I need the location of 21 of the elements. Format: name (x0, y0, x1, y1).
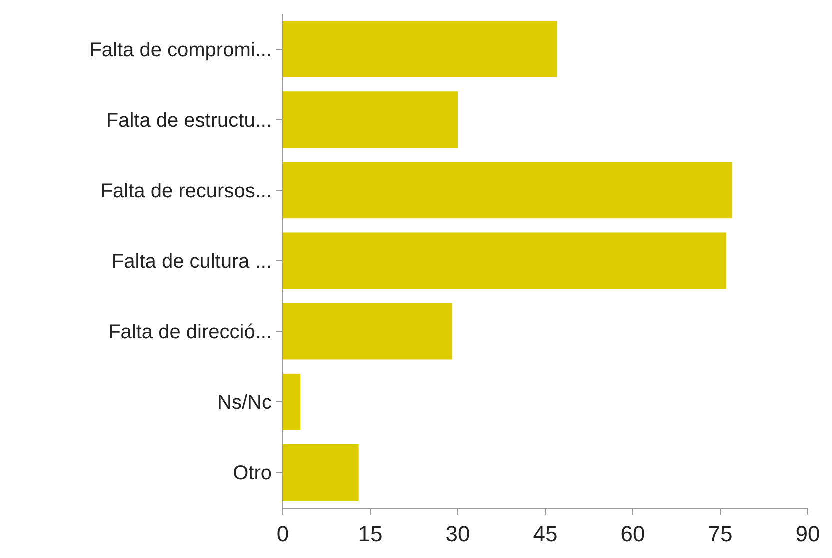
bar (283, 21, 558, 78)
y-tick-label: Falta de direcció... (108, 322, 272, 344)
x-tick-label: 60 (620, 521, 646, 546)
y-tick-label: Otro (233, 462, 272, 485)
y-tick-label: Falta de estructu... (106, 110, 272, 132)
x-tick-label: 45 (533, 521, 558, 546)
y-tick-label: Falta de cultura ... (112, 251, 272, 273)
bar (283, 374, 300, 430)
y-tick-label: Ns/Nc (218, 392, 272, 414)
x-tick-label: 0 (276, 521, 290, 546)
bar (283, 444, 359, 501)
y-tick-label: Falta de recursos... (100, 180, 272, 202)
x-tick-label: 15 (358, 521, 383, 546)
bar (283, 303, 452, 360)
y-tick-label: Falta de compromi... (90, 39, 272, 62)
bar (283, 232, 726, 290)
x-tick-label: 75 (708, 521, 733, 546)
bar (283, 162, 732, 219)
x-tick-label: 90 (796, 521, 820, 546)
bar (283, 92, 458, 148)
x-tick-label: 30 (446, 521, 470, 546)
